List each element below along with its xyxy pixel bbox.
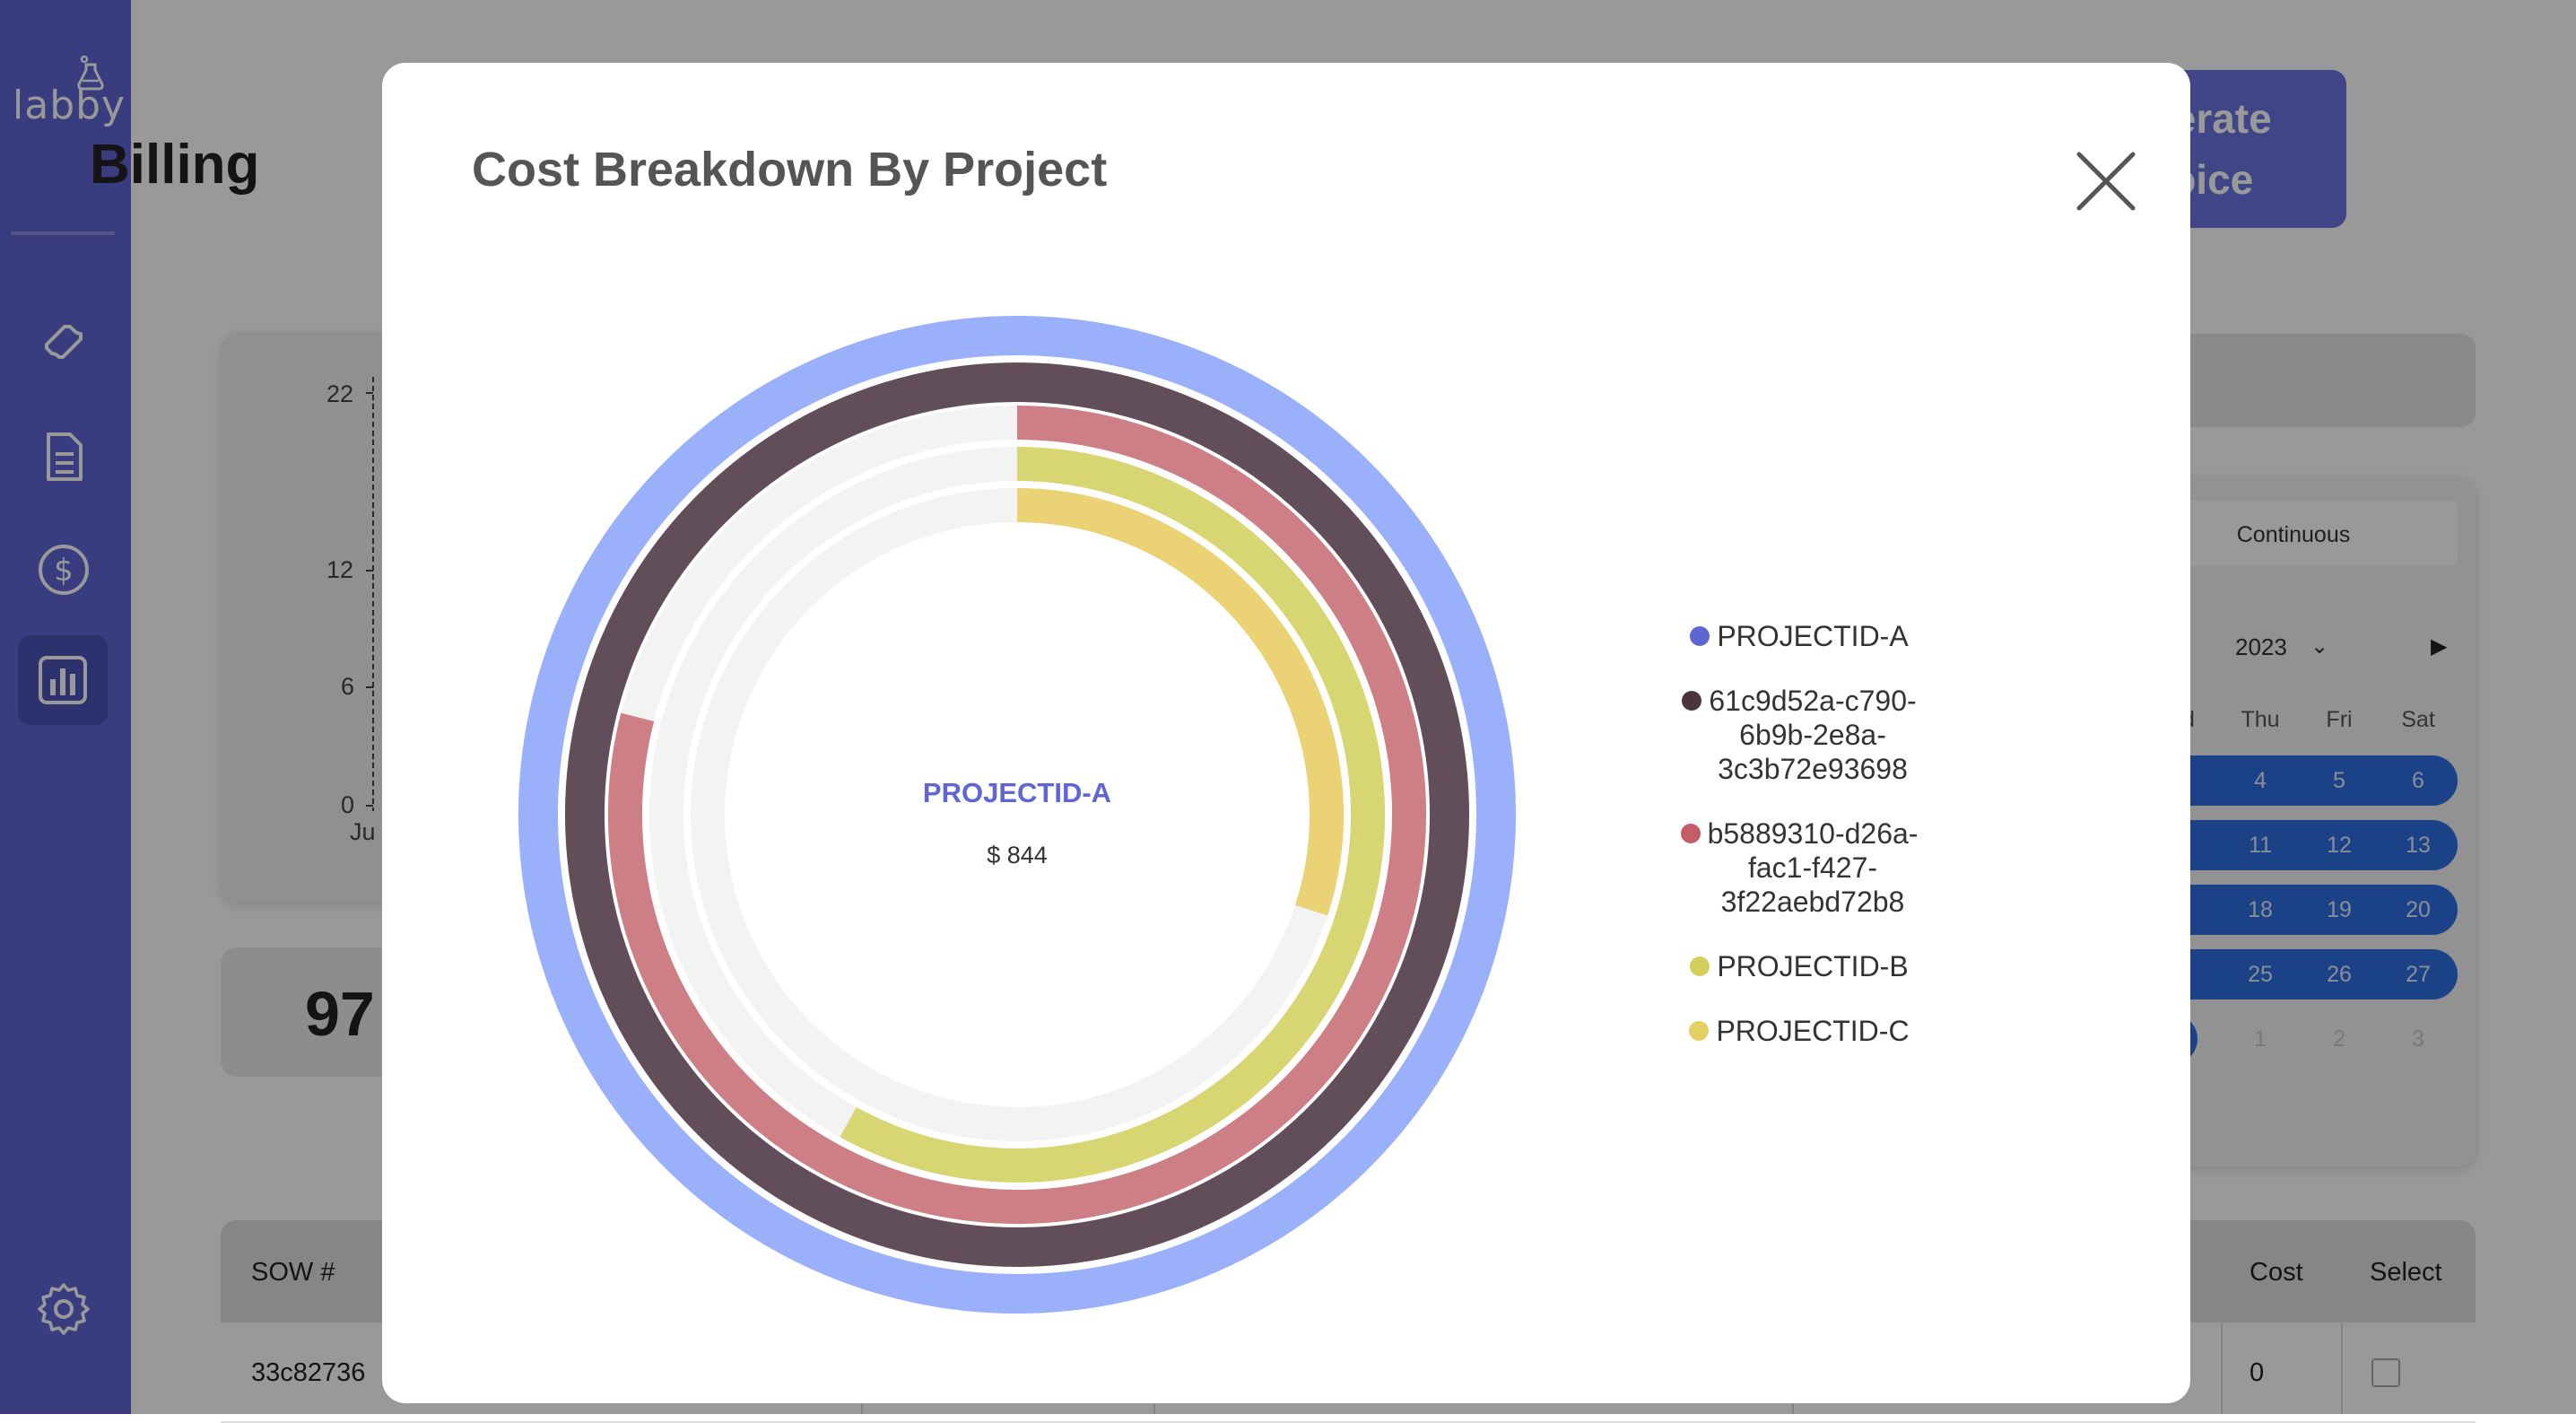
sow-cell: 33c82736 xyxy=(251,1358,366,1387)
cost-breakdown-modal: Cost Breakdown By Project PROJECTID-A $ … xyxy=(382,63,2190,1403)
select-checkbox[interactable] xyxy=(2371,1358,2400,1387)
stat-value: 97 xyxy=(305,979,375,1049)
legend-item[interactable]: PROJECTID-A xyxy=(1620,619,1979,653)
chart-center-label: PROJECTID-A xyxy=(922,777,1112,808)
calendar-day[interactable]: 26 xyxy=(2327,962,2352,987)
next-month-icon[interactable]: ▶ xyxy=(2431,634,2448,659)
legend-item[interactable]: 61c9d52a-c790- 6b9b-2e8a- 3c3b72e93698 xyxy=(1620,684,1979,786)
calendar-day[interactable]: 12 xyxy=(2327,833,2352,858)
chart-center-value: $ 844 xyxy=(987,842,1048,869)
calendar-day[interactable]: 4 xyxy=(2254,768,2267,793)
close-icon[interactable] xyxy=(2058,133,2154,230)
calendar-day[interactable]: 20 xyxy=(2406,897,2431,922)
chart-legend: PROJECTID-A 61c9d52a-c790- 6b9b-2e8a- 3c3… xyxy=(1620,619,1979,1078)
bar-chart-icon xyxy=(39,656,87,704)
column-header-sow[interactable]: SOW # xyxy=(251,1258,335,1287)
calendar-year[interactable]: 2023 xyxy=(2235,633,2287,660)
radial-bar-3[interactable] xyxy=(608,406,1426,1224)
chevron-down-icon[interactable]: ⌄ xyxy=(2311,634,2329,659)
ticket-icon xyxy=(45,325,83,359)
x-tick-label: Ju xyxy=(350,818,376,845)
sidebar: labby $ xyxy=(0,0,131,1414)
legend-dot xyxy=(1690,626,1710,646)
legend-dot xyxy=(1690,956,1710,976)
stat-card xyxy=(221,947,400,1077)
cost-cell: 0 xyxy=(2250,1358,2265,1387)
calendar-day[interactable]: 25 xyxy=(2248,962,2273,987)
legend-label: PROJECTID-B xyxy=(1717,950,1909,982)
logo-text: labby xyxy=(13,83,126,128)
dollar-icon: $ xyxy=(39,545,89,595)
y-tick-label: 0 xyxy=(341,791,355,818)
modal-title: Cost Breakdown By Project xyxy=(472,143,1108,196)
sidebar-item-billing[interactable]: $ xyxy=(32,538,95,601)
svg-text:$: $ xyxy=(54,553,74,589)
sidebar-item-settings[interactable] xyxy=(32,1278,95,1340)
day-name: Sat xyxy=(2401,707,2435,732)
radial-bar-1[interactable] xyxy=(518,316,1516,1314)
legend-dot xyxy=(1682,691,1702,711)
legend-label: 61c9d52a-c790- 6b9b-2e8a- 3c3b72e93698 xyxy=(1709,685,1917,785)
column-divider xyxy=(2341,1323,2343,1414)
y-axis xyxy=(366,377,374,811)
labby-logo[interactable]: labby xyxy=(13,56,125,142)
radial-bar-4[interactable] xyxy=(840,447,1385,1183)
sidebar-item-analytics[interactable] xyxy=(18,635,108,725)
calendar-day[interactable]: 1 xyxy=(2254,1026,2267,1052)
calendar-day[interactable]: 3 xyxy=(2412,1026,2424,1052)
y-tick-label: 12 xyxy=(326,556,354,583)
calendar-day[interactable]: 19 xyxy=(2327,897,2352,922)
day-name: Fri xyxy=(2326,707,2353,732)
calendar-day[interactable]: 6 xyxy=(2412,768,2424,793)
column-divider xyxy=(2221,1323,2223,1414)
y-tick-label: 6 xyxy=(341,673,355,700)
radial-bar-chart xyxy=(518,316,1516,1314)
calendar-day[interactable]: 11 xyxy=(2249,833,2272,858)
legend-item[interactable]: PROJECTID-B xyxy=(1620,949,1979,983)
day-name: Thu xyxy=(2241,707,2280,732)
sidebar-item-documents[interactable] xyxy=(32,425,95,488)
calendar-day[interactable]: 18 xyxy=(2248,897,2273,922)
document-list-icon xyxy=(47,432,83,481)
calendar-day[interactable]: 13 xyxy=(2406,833,2431,858)
legend-dot xyxy=(1680,824,1701,843)
flask-icon xyxy=(77,56,104,91)
calendar-day[interactable]: 2 xyxy=(2333,1026,2345,1052)
radial-bar-5[interactable] xyxy=(1016,488,1344,916)
calendar-mode-label: Continuous xyxy=(2236,522,2351,547)
sidebar-item-tickets[interactable] xyxy=(32,312,95,375)
column-header-cost[interactable]: Cost xyxy=(2250,1258,2303,1287)
gear-icon xyxy=(38,1283,90,1335)
column-header-select[interactable]: Select xyxy=(2370,1258,2442,1287)
legend-item[interactable]: b5889310-d26a- fac1-f427- 3f22aebd72b8 xyxy=(1620,816,1979,919)
legend-label: PROJECTID-C xyxy=(1716,1015,1910,1047)
calendar-day[interactable]: 5 xyxy=(2333,768,2345,793)
legend-label: PROJECTID-A xyxy=(1717,620,1909,652)
legend-label: b5889310-d26a- fac1-f427- 3f22aebd72b8 xyxy=(1707,817,1919,918)
calendar-day[interactable]: 27 xyxy=(2406,962,2431,987)
radial-bar-2[interactable] xyxy=(565,362,1469,1267)
sidebar-divider xyxy=(11,231,115,235)
legend-item[interactable]: PROJECTID-C xyxy=(1620,1014,1979,1048)
y-tick-label: 22 xyxy=(326,380,354,407)
legend-dot xyxy=(1689,1021,1710,1041)
page-title: Billing xyxy=(90,134,260,196)
